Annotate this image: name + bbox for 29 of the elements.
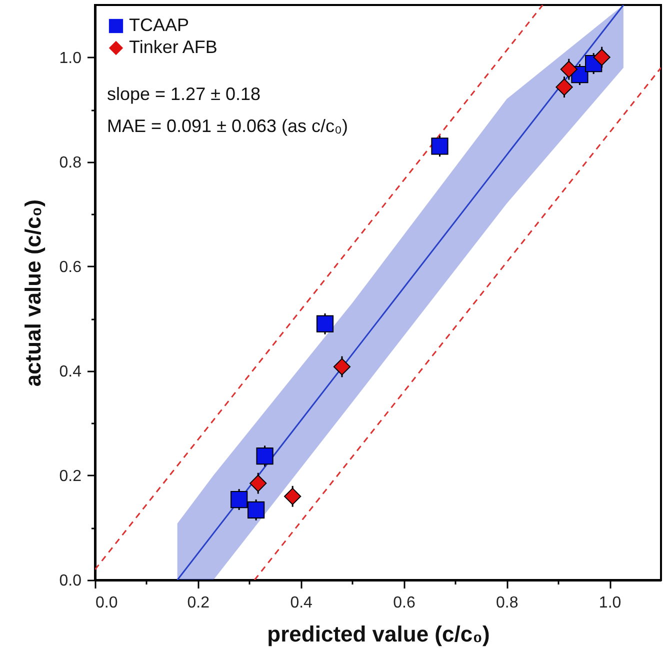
point [250,474,267,492]
x-tick-label: 0.4 [290,594,313,612]
annotation: slope = 1.27 ± 0.18 [107,84,260,104]
x-tick-label: 0.8 [496,594,518,612]
point [560,60,578,78]
point [247,501,265,519]
y-axis-title: actual value (c/c₀) [20,199,46,387]
y-tick-label: 0.0 [59,572,82,590]
x-tick-label: 0.6 [393,594,416,612]
point [284,488,302,505]
y-tick-label: 0.8 [59,154,82,172]
y-tick-label: 0.6 [59,258,82,276]
point [556,78,573,96]
x-tick-label: 0.2 [187,594,210,612]
point [333,358,351,376]
point [316,315,334,332]
y-tick-label: 0.2 [59,468,82,485]
x-axis-title: predicted value (c/c₀) [267,622,490,646]
legend-label: Tinker AFB [129,37,218,57]
point [230,490,248,508]
legend-label: TCAAP [129,15,190,35]
point [256,448,274,465]
y-tick-label: 1.0 [59,50,82,67]
point [593,48,610,66]
annotation: MAE = 0.091 ± 0.063 (as c/c₀) [107,116,348,136]
x-tick-label: 0.0 [96,594,118,612]
point [431,138,448,155]
x-tick-label: 1.0 [598,594,622,612]
y-tick-label: 0.4 [59,363,82,380]
